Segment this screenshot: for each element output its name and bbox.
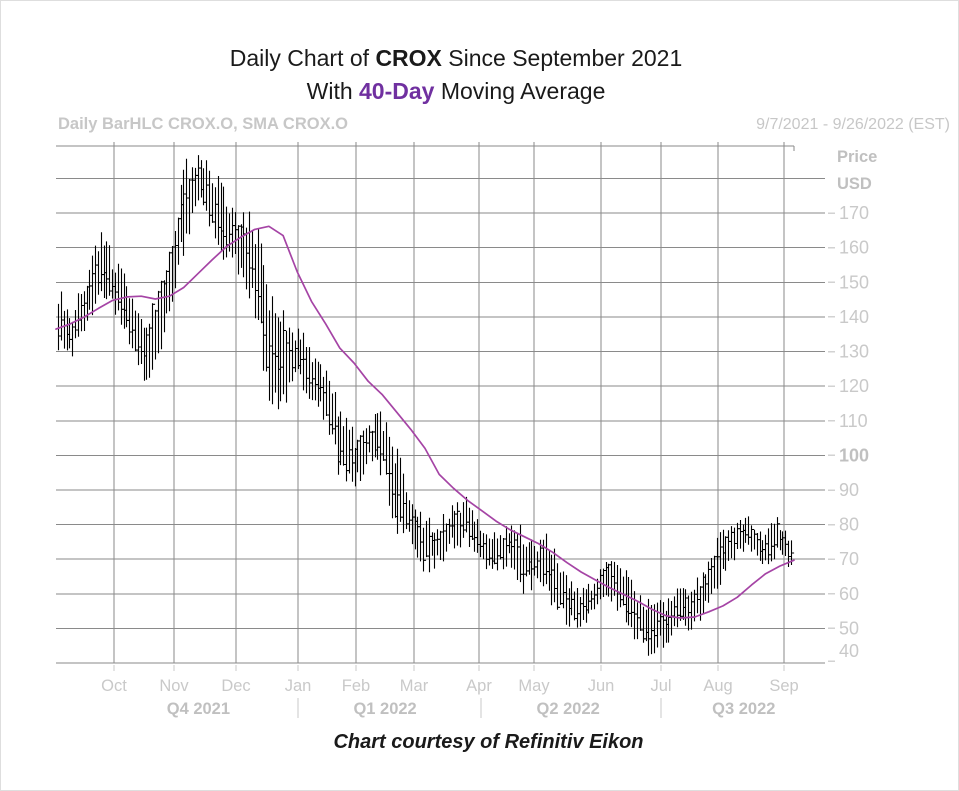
title-line2-prefix: With [306, 78, 360, 104]
y-axis-title: Price [837, 148, 877, 166]
y-axis-title: USD [837, 175, 872, 193]
chart-title-line1: Daily Chart of CROX Since September 2021 [1, 42, 911, 75]
month-label: Nov [159, 677, 189, 695]
month-label: Aug [703, 677, 732, 695]
month-label: Sep [769, 677, 798, 695]
month-label: May [518, 677, 550, 695]
y-tick-label: 140 [839, 307, 869, 327]
title-symbol: CROX [375, 45, 442, 71]
quarter-label: Q2 2022 [537, 700, 600, 718]
hlc-price-bars [57, 155, 795, 656]
y-tick-label: 80 [839, 515, 859, 535]
month-label: Jan [285, 677, 312, 695]
y-tick-label: 40 [839, 641, 859, 661]
y-tick-label: 120 [839, 376, 869, 396]
y-tick-label: 60 [839, 584, 859, 604]
month-label: Mar [400, 677, 429, 695]
quarter-label: Q1 2022 [353, 700, 416, 718]
y-tick-label: 160 [839, 238, 869, 258]
instrument-legend: Daily BarHLC CROX.O, SMA CROX.O [58, 115, 349, 133]
title-suffix: Since September 2021 [441, 45, 683, 71]
source-caption: Chart courtesy of Refinitiv Eikon [333, 731, 644, 753]
title-sma-highlight: 40-Day [359, 78, 435, 104]
quarter-label: Q4 2021 [167, 700, 230, 718]
y-tick-label: 90 [839, 480, 859, 500]
title-prefix: Daily Chart of [229, 45, 376, 71]
title-line2-suffix: Moving Average [434, 78, 606, 104]
y-tick-label: 130 [839, 342, 869, 362]
y-tick-label: 150 [839, 272, 869, 292]
month-label: Dec [221, 677, 250, 695]
month-label: Apr [466, 677, 492, 695]
y-tick-label: 170 [839, 203, 869, 223]
quarter-label: Q3 2022 [712, 700, 775, 718]
date-range-label: 9/7/2021 - 9/26/2022 (EST) [756, 116, 950, 133]
y-tick-label: 70 [839, 549, 859, 569]
chart-title-line2: With 40-Day Moving Average [1, 75, 911, 108]
y-tick-label: 110 [839, 411, 868, 431]
sma-40day-line [55, 225, 795, 619]
month-label: Oct [101, 677, 127, 695]
month-label: Jul [650, 677, 671, 695]
month-label: Jun [588, 677, 615, 695]
y-tick-label: 50 [839, 618, 859, 638]
y-tick-label: 100 [839, 445, 869, 465]
chart-title: Daily Chart of CROX Since September 2021… [1, 42, 911, 108]
month-label: Feb [342, 677, 370, 695]
